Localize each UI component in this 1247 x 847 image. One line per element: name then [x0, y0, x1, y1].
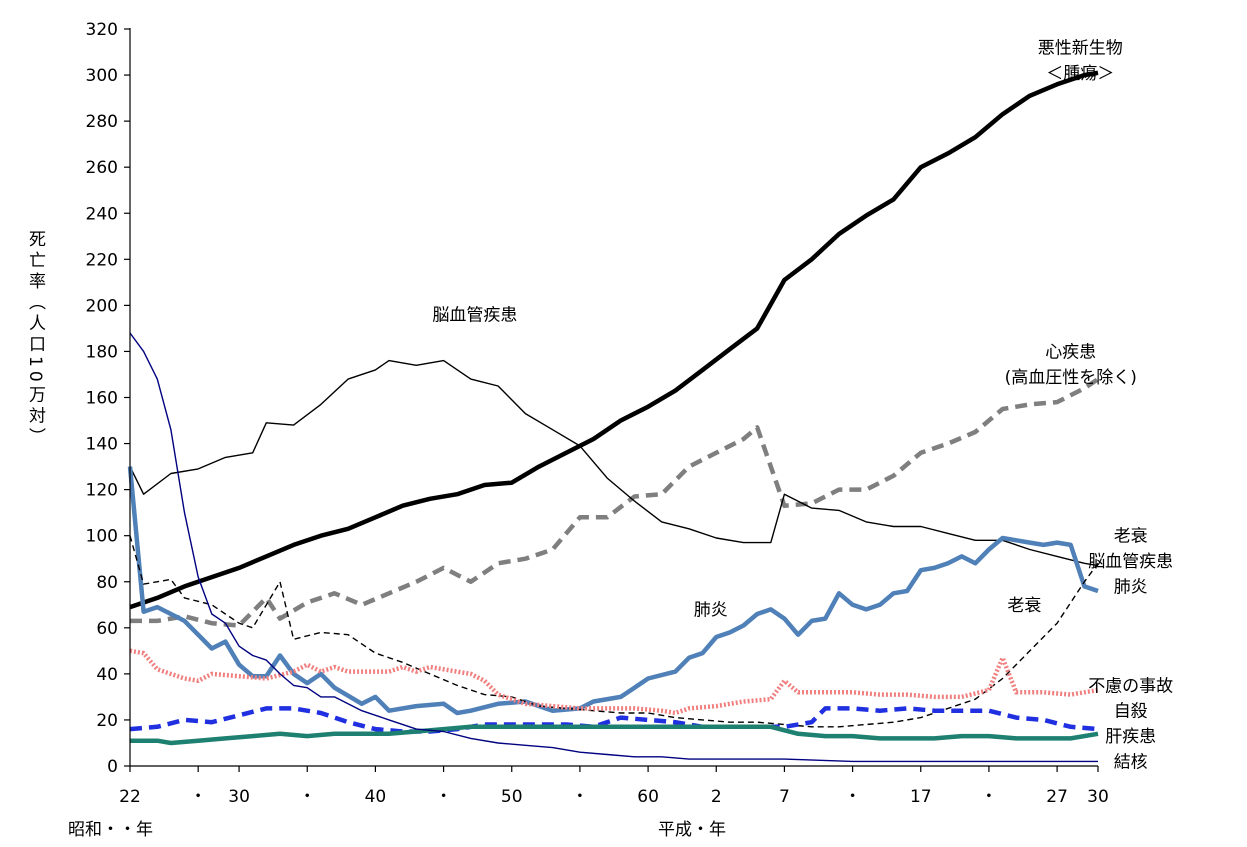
y-tick-label: 240: [86, 204, 118, 224]
series-line-3: [127, 466, 1099, 716]
x-tick-label: 7: [779, 787, 790, 807]
series-line-7: [130, 724, 1099, 746]
x-tick-label: ・: [980, 787, 997, 807]
series-line-6: [129, 706, 1099, 734]
y-tick-label: 40: [96, 665, 118, 685]
annotation-label: (高血圧性を除く): [1005, 368, 1137, 388]
tick-labels: 0204060801001201401601802002202402602803…: [86, 20, 1109, 807]
x-tick-label: 27: [1046, 787, 1068, 807]
annotation-label: 自殺: [1114, 702, 1148, 722]
x-tick-label: 22: [119, 787, 141, 807]
y-tick-label: 280: [86, 112, 118, 132]
y-tick-label: 160: [86, 389, 118, 409]
x-tick-label: ・: [571, 787, 588, 807]
x-tick-label: ・: [844, 787, 861, 807]
x-tick-label: 40: [365, 787, 387, 807]
x-tick-label: 30: [1087, 787, 1109, 807]
y-tick-label: 320: [86, 20, 118, 40]
series-line-5: [129, 648, 1099, 716]
annotation-label: 老衰: [1114, 527, 1148, 547]
annotation-label: 不慮の事故: [1088, 676, 1173, 696]
y-tick-label: 300: [86, 66, 118, 86]
annotation-label: 結核: [1114, 752, 1148, 772]
y-tick-label: 80: [96, 573, 118, 593]
y-axis-label: 死亡率（人口10万対）: [25, 230, 46, 449]
y-tick-label: 100: [86, 527, 118, 547]
plot-lines: [127, 70, 1100, 763]
annotation-label: 肺炎: [1114, 577, 1148, 597]
y-tick-label: 180: [86, 342, 118, 362]
y-tick-label: 120: [86, 481, 118, 501]
y-tick-label: 20: [96, 711, 118, 731]
y-tick-label: 140: [86, 435, 118, 455]
series-line-2: [129, 359, 1099, 567]
series-line-0: [129, 70, 1099, 610]
x-tick-label: 30: [228, 787, 250, 807]
x-tick-label: 60: [637, 787, 659, 807]
annotation-label: 肺炎: [694, 600, 728, 620]
y-tick-label: 200: [86, 296, 118, 316]
era-label-heisei: 平成・年: [658, 820, 726, 840]
annotation-label: 肝疾患: [1105, 727, 1156, 747]
y-tick-label: 220: [86, 250, 118, 270]
x-tick-label: ・: [190, 787, 207, 807]
series-line-1: [130, 377, 1100, 628]
era-label-showa: 昭和・・年: [68, 820, 153, 840]
x-tick-label: 50: [501, 787, 523, 807]
series-line-8: [129, 332, 1098, 763]
annotation-label: 老衰: [1007, 596, 1041, 616]
series-line-4: [129, 535, 1099, 728]
y-tick-label: 260: [86, 158, 118, 178]
axes: [124, 28, 1099, 772]
x-tick-label: 2: [711, 787, 722, 807]
annotation-label: 悪性新生物: [1038, 38, 1123, 58]
x-tick-label: ・: [435, 787, 452, 807]
annotation-label: 脳血管疾患: [1088, 552, 1173, 572]
annotation-label: ＜腫瘍＞: [1046, 64, 1114, 84]
y-tick-label: 0: [107, 757, 118, 777]
x-tick-label: ・: [299, 787, 316, 807]
y-tick-label: 60: [96, 619, 118, 639]
annotation-label: 心疾患: [1045, 342, 1096, 362]
x-tick-label: 17: [910, 787, 932, 807]
annotation-label: 脳血管疾患: [432, 306, 517, 326]
